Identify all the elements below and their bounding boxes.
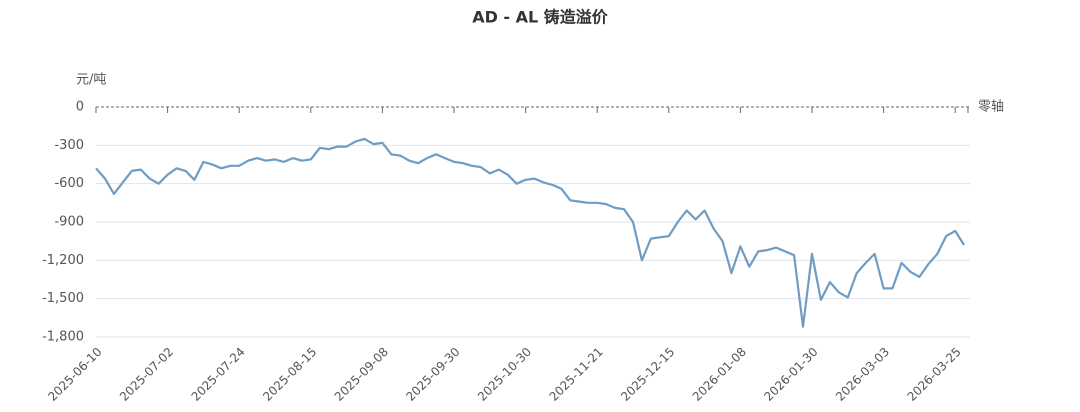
y-tick-label: -1,800 xyxy=(42,330,84,345)
chart-title: AD - AL 铸造溢价 xyxy=(472,8,609,27)
x-tick-label: 2025-11-21 xyxy=(547,345,606,404)
x-tick-label: 2026-01-30 xyxy=(761,345,820,404)
x-tick-label: 2025-09-08 xyxy=(332,345,391,404)
y-tick-label: -600 xyxy=(54,176,84,191)
line-series xyxy=(95,137,966,328)
x-tick-label: 2025-09-30 xyxy=(403,345,462,404)
x-tick-label: 2025-10-30 xyxy=(475,345,534,404)
x-tick-label: 2026-03-03 xyxy=(833,345,892,404)
y-axis-label: 元/吨 xyxy=(76,73,106,88)
x-tick-label: 2025-07-24 xyxy=(189,345,248,404)
x-tick-label: 2025-07-02 xyxy=(117,345,176,404)
y-tick-label: -300 xyxy=(54,138,84,153)
x-tick-label: 2026-03-25 xyxy=(905,345,964,404)
x-tick-label: 2025-06-10 xyxy=(45,345,104,404)
x-tick-label: 2025-08-15 xyxy=(260,345,319,404)
x-tick-label: 2026-01-08 xyxy=(690,345,749,404)
y-tick-label: -1,500 xyxy=(42,291,84,306)
y-tick-label: -1,200 xyxy=(42,253,84,268)
zero-line-label: 零轴 xyxy=(978,100,1004,115)
y-tick-label: -900 xyxy=(54,215,84,230)
y-tick-label: 0 xyxy=(76,100,84,115)
x-tick-label: 2025-12-15 xyxy=(618,345,677,404)
